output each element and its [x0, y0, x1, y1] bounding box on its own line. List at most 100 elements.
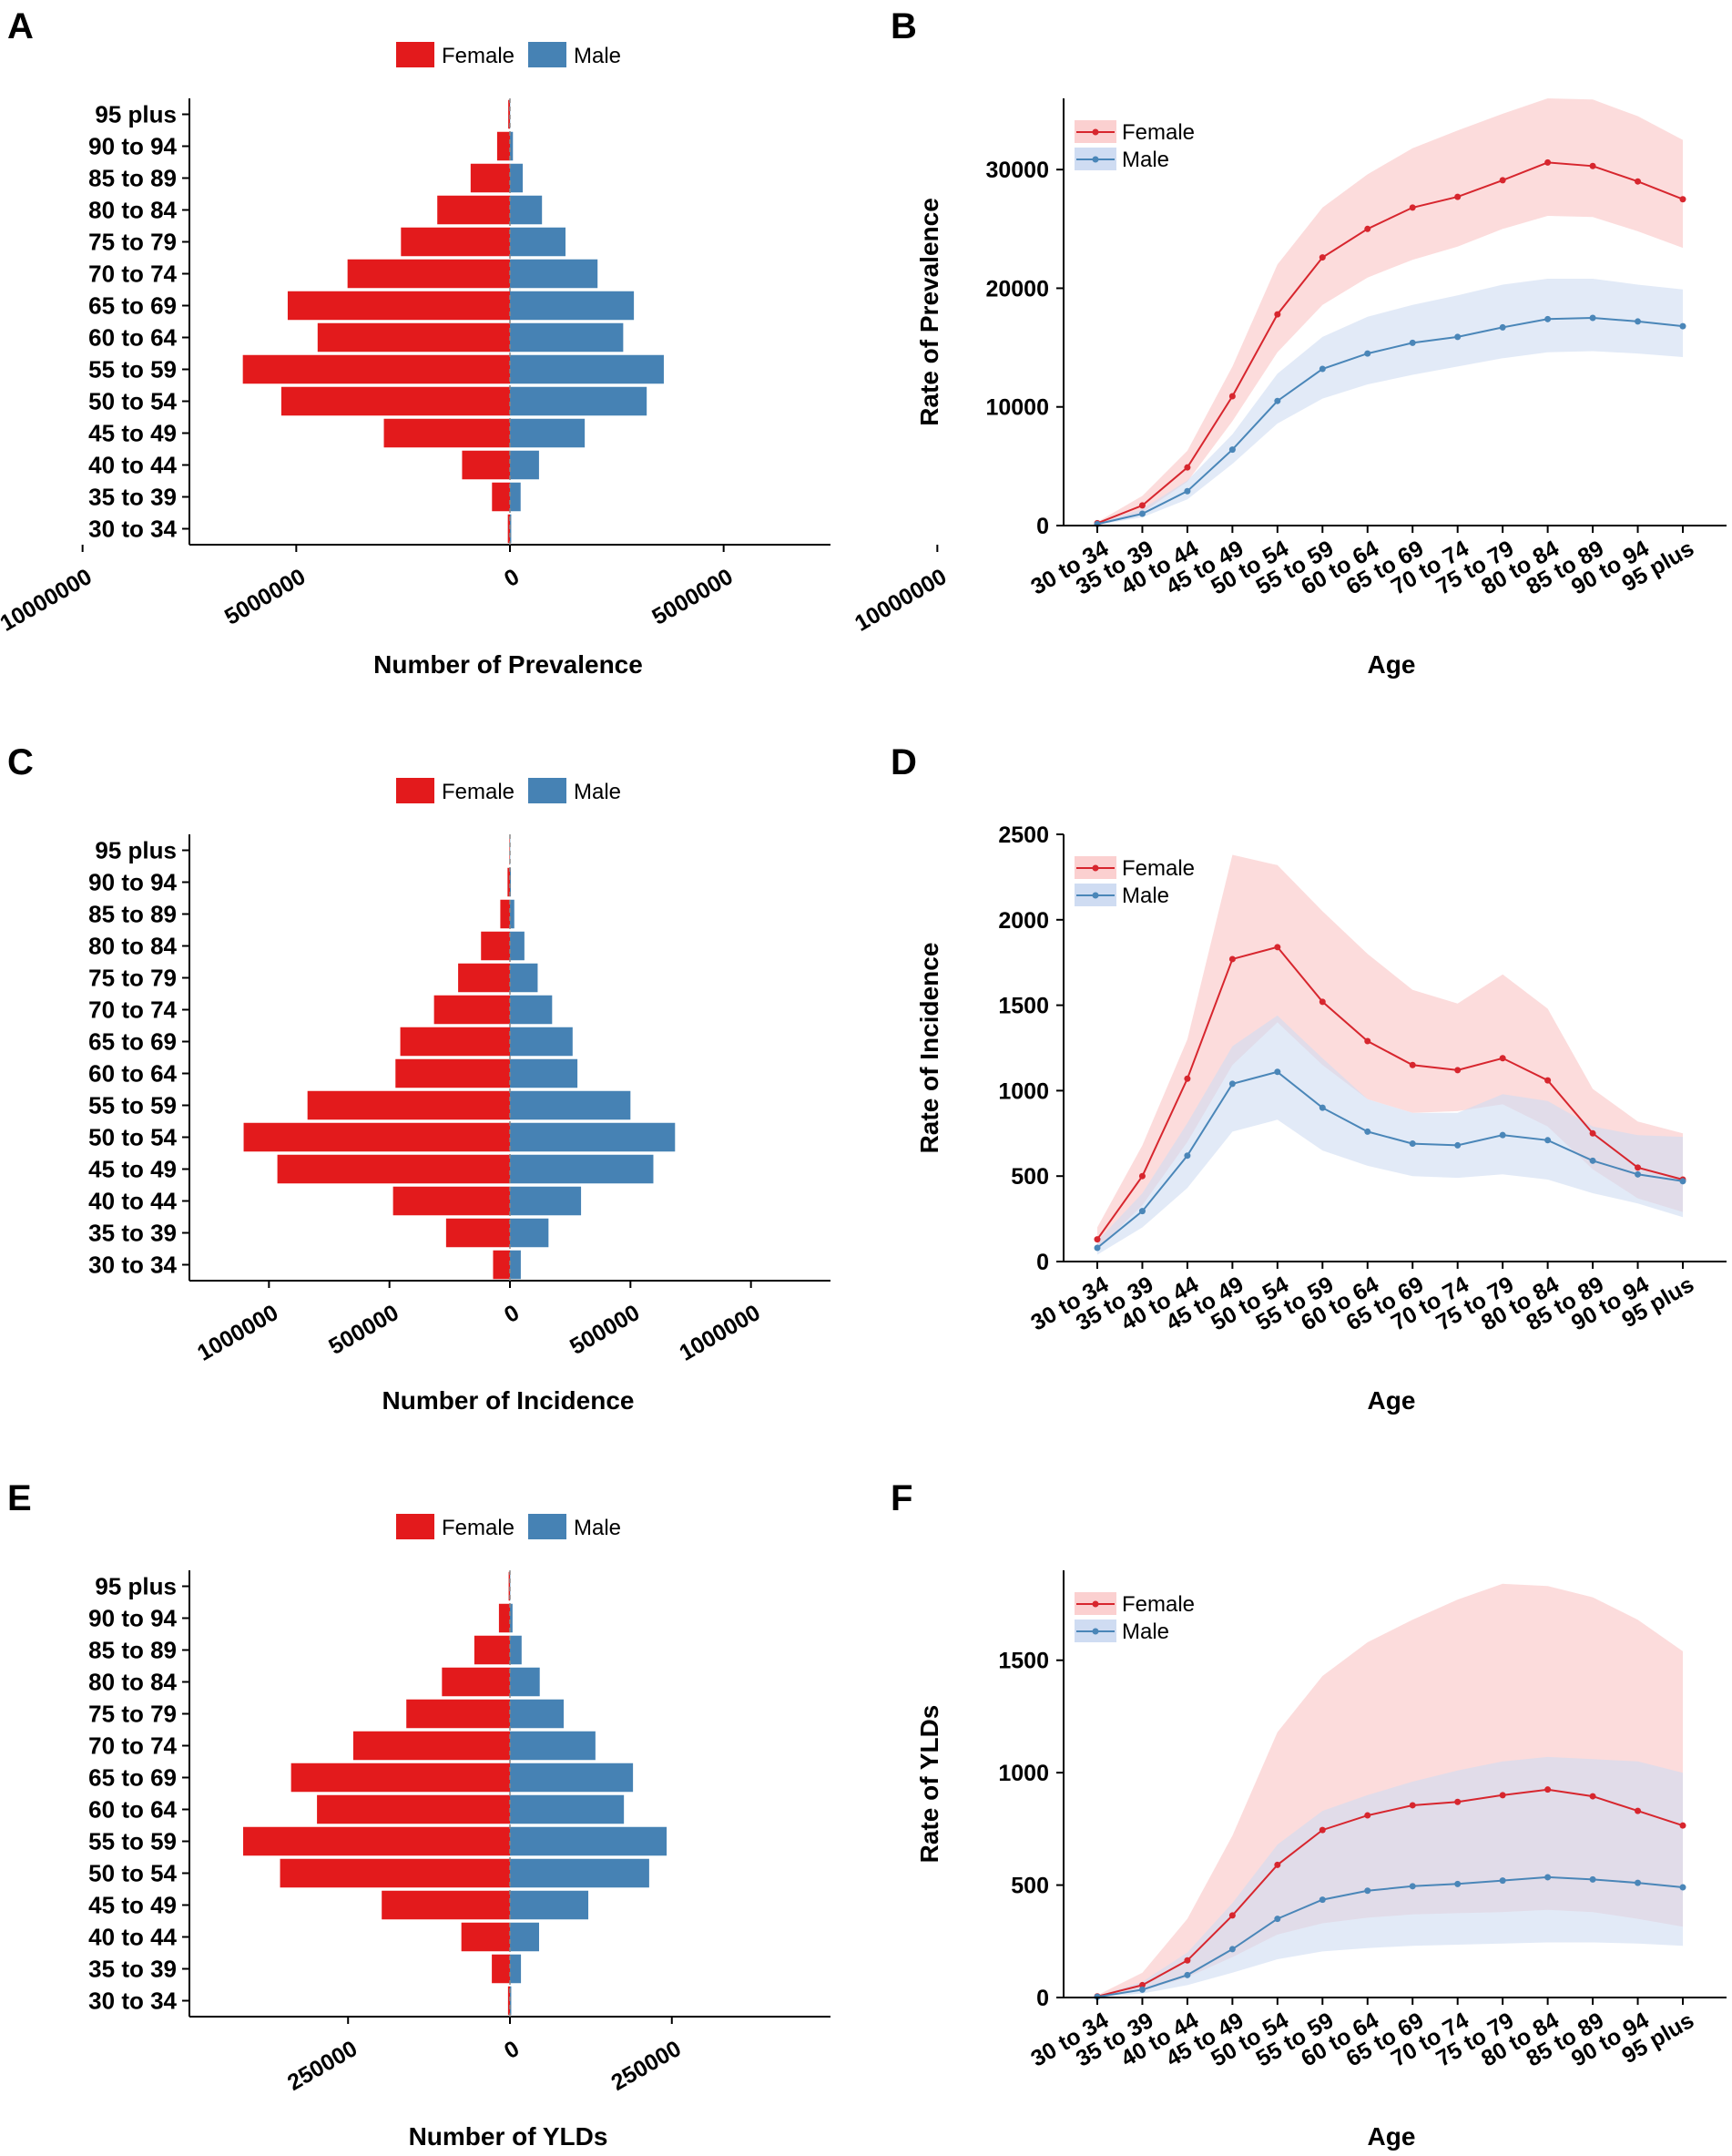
- y-tick-label-80-to-84: 80 to 84: [88, 197, 177, 224]
- bar-male-60-to-64: [510, 1058, 578, 1088]
- x-tick-label: 10000000: [0, 564, 97, 637]
- x-tick-label: 0: [500, 2036, 524, 2064]
- bar-female-80-to-84: [437, 195, 510, 225]
- bar-male-65-to-69: [510, 1027, 573, 1057]
- y-tick-label-55-to-59: 55 to 59: [88, 1092, 177, 1119]
- point-female-45-to-49: [1228, 955, 1236, 963]
- y-tick-label-50-to-54: 50 to 54: [88, 1860, 177, 1887]
- bar-female-65-to-69: [290, 1763, 510, 1793]
- y-tick-label: 2500: [998, 823, 1049, 848]
- y-tick-label: 1000: [998, 1078, 1049, 1104]
- y-tick-label-45-to-49: 45 to 49: [88, 1892, 177, 1919]
- bar-male-75-to-79: [510, 227, 566, 257]
- panel-label-D: D: [891, 742, 917, 782]
- y-tick-label: 20000: [985, 276, 1049, 301]
- y-tick-label-65-to-69: 65 to 69: [88, 1028, 177, 1056]
- bar-male-50-to-54: [510, 1122, 676, 1152]
- band-female: [1097, 98, 1683, 525]
- x-tick-label: 500000: [565, 1300, 644, 1360]
- x-tick-label: 1000000: [675, 1300, 764, 1366]
- bar-male-65-to-69: [510, 1763, 634, 1793]
- point-female-75-to-79: [1499, 1792, 1506, 1799]
- point-female-70-to-74: [1454, 193, 1462, 200]
- x-tick-label: 0: [500, 564, 524, 592]
- legend-male-label: Male: [574, 1516, 621, 1540]
- legend-male-label: Male: [574, 44, 621, 68]
- x-tick-label: 5000000: [220, 564, 310, 630]
- point-male-90-to-94: [1635, 318, 1642, 325]
- y-tick-label-35-to-39: 35 to 39: [88, 1220, 177, 1247]
- point-male-85-to-89: [1589, 1157, 1596, 1164]
- point-male-80-to-84: [1544, 1874, 1552, 1881]
- point-male-45-to-49: [1228, 1080, 1236, 1088]
- bar-male-80-to-84: [510, 1667, 540, 1697]
- bar-male-30-to-34: [510, 1250, 521, 1280]
- bar-male-55-to-59: [510, 1090, 631, 1120]
- y-tick-label-55-to-59: 55 to 59: [88, 1828, 177, 1855]
- bar-female-85-to-89: [474, 1635, 510, 1665]
- x-axis-title: Age: [1368, 650, 1416, 679]
- point-male-55-to-59: [1319, 1896, 1326, 1904]
- point-female-40-to-44: [1184, 464, 1191, 471]
- point-female-80-to-84: [1544, 1786, 1552, 1793]
- bar-female-65-to-69: [400, 1027, 510, 1057]
- point-male-75-to-79: [1499, 1131, 1506, 1139]
- bar-male-40-to-44: [510, 450, 539, 480]
- bar-male-45-to-49: [510, 418, 586, 448]
- point-female-85-to-89: [1589, 162, 1596, 169]
- bar-female-90-to-94: [507, 867, 510, 897]
- y-tick-label-70-to-74: 70 to 74: [88, 996, 177, 1024]
- legend-female-swatch: [396, 42, 434, 67]
- x-tick-label: 10000000: [851, 564, 951, 637]
- y-tick-label-40-to-44: 40 to 44: [88, 1924, 177, 1951]
- point-male-60-to-64: [1364, 350, 1371, 357]
- legend-female-marker: [1092, 1600, 1099, 1608]
- bar-female-30-to-34: [507, 514, 510, 544]
- bar-male-35-to-39: [510, 1954, 522, 1984]
- bar-female-85-to-89: [470, 163, 510, 193]
- point-female-75-to-79: [1499, 1055, 1506, 1062]
- y-axis-title: Rate of Incidence: [915, 943, 943, 1154]
- legend-male-swatch: [528, 42, 566, 67]
- point-male-35-to-39: [1138, 510, 1146, 517]
- bar-male-85-to-89: [510, 1635, 522, 1665]
- point-female-55-to-59: [1319, 254, 1326, 261]
- y-tick-label-50-to-54: 50 to 54: [88, 1124, 177, 1151]
- y-tick-label-90-to-94: 90 to 94: [88, 869, 177, 896]
- bar-male-60-to-64: [510, 322, 624, 353]
- point-female-60-to-64: [1364, 225, 1371, 232]
- legend-female-label: Female: [442, 780, 515, 804]
- bar-female-35-to-39: [492, 482, 510, 512]
- point-male-90-to-94: [1635, 1170, 1642, 1178]
- bar-male-90-to-94: [510, 131, 514, 161]
- series-line-female: [1096, 1788, 1684, 1998]
- chart-E: E Female Male 30 to 34 35 to 39 40 to 44 45 to…: [7, 1478, 830, 2151]
- bar-female-95-plus: [508, 1571, 510, 1601]
- point-female-45-to-49: [1228, 393, 1236, 400]
- point-female-55-to-59: [1319, 998, 1326, 1006]
- point-female-75-to-79: [1499, 177, 1506, 184]
- y-tick-label-75-to-79: 75 to 79: [88, 229, 177, 256]
- point-female-45-to-49: [1228, 1912, 1236, 1919]
- x-tick-label: 1000000: [193, 1300, 282, 1366]
- point-male-95-plus: [1679, 1884, 1686, 1891]
- bar-female-65-to-69: [287, 291, 510, 321]
- point-female-50-to-54: [1274, 311, 1281, 318]
- y-tick-label-40-to-44: 40 to 44: [88, 1188, 177, 1215]
- point-male-55-to-59: [1319, 365, 1326, 373]
- point-male-65-to-69: [1409, 1883, 1416, 1890]
- y-tick-label-95-plus: 95 plus: [95, 837, 177, 864]
- y-tick-label-85-to-89: 85 to 89: [88, 901, 177, 928]
- point-male-70-to-74: [1454, 1880, 1462, 1887]
- legend-female-label: Female: [1122, 120, 1195, 145]
- bar-male-35-to-39: [510, 482, 521, 512]
- panel-label-B: B: [891, 6, 917, 46]
- bar-female-95-plus: [508, 99, 510, 129]
- point-female-85-to-89: [1589, 1129, 1596, 1137]
- bar-male-85-to-89: [510, 163, 524, 193]
- y-tick-label-55-to-59: 55 to 59: [88, 356, 177, 383]
- point-female-65-to-69: [1409, 1802, 1416, 1809]
- bar-male-40-to-44: [510, 1186, 582, 1216]
- legend-male-swatch: [528, 1514, 566, 1539]
